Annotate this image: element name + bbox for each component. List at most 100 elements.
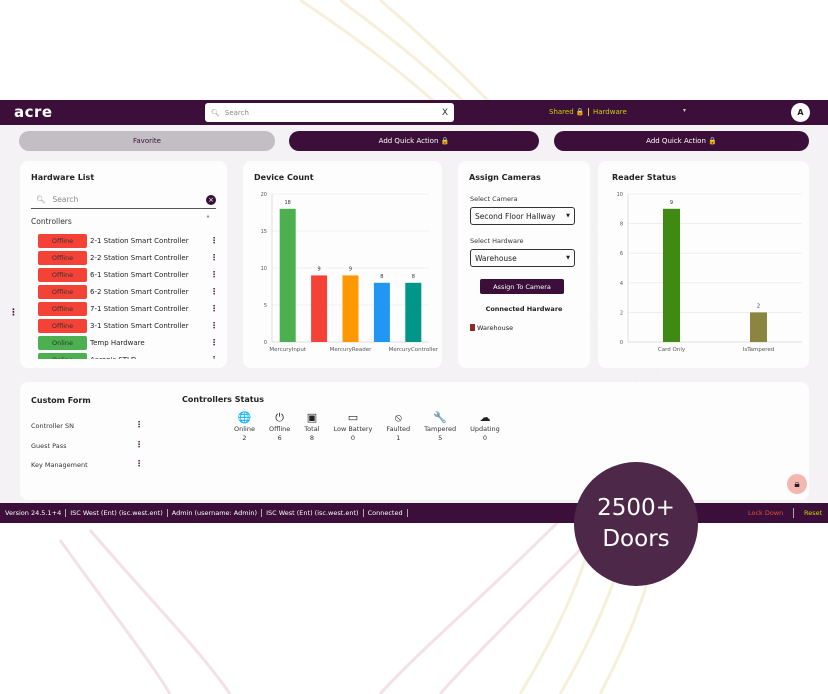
data-label: 9: [318, 266, 321, 272]
y-tick-label: 0: [264, 340, 267, 346]
hardware-list-card: Hardware List 🔍︎ Search × Controllers ˄ …: [20, 161, 227, 368]
status-value: 6: [277, 434, 282, 442]
wrench-icon: 🔧: [433, 411, 447, 424]
custom-form-item[interactable]: Guest Pass: [31, 441, 67, 450]
controllers-status-list: 🌐 Online 2 ⏻ Offline 6 ▣ Total 8 ▭ Low Battery 0 ⦸ Fa…: [234, 411, 500, 442]
hardware-selector[interactable]: Hardware: [588, 108, 627, 116]
search-icon: 🔍︎: [36, 195, 46, 204]
camera-select[interactable]: Second Floor Hallway ▼: [470, 207, 575, 225]
x-tick-label: Card Only: [658, 347, 686, 353]
hardware-search-input[interactable]: 🔍︎ Search ×: [31, 191, 216, 209]
globe-icon: 🌐: [237, 411, 252, 424]
status-value: 2: [242, 434, 247, 442]
footer-item: ISC West (Ent) (isc.west.ent): [70, 509, 168, 517]
more-options-icon[interactable]: ⋮: [210, 321, 218, 330]
hardware-list-item[interactable]: Offline 7-1 Station Smart Controller ⋮: [38, 300, 218, 317]
add-quick-action-button[interactable]: Add Quick Action 🔒: [289, 131, 539, 151]
promo-count: 2500+: [597, 494, 675, 521]
chip-icon: ▣: [306, 411, 318, 424]
search-icon: 🔍︎: [211, 108, 220, 117]
more-options-icon[interactable]: ⋮: [210, 253, 218, 262]
favorite-button[interactable]: Favorite: [19, 131, 275, 151]
promo-badge: 2500+ Doors: [574, 462, 698, 586]
battery-icon: ▭: [347, 411, 359, 424]
add-quick-action-button[interactable]: Add Quick Action 🔒: [554, 131, 809, 151]
chevron-down-icon[interactable]: ▾: [683, 107, 687, 114]
custom-form-item[interactable]: Key Management: [31, 461, 88, 469]
hardware-select[interactable]: Warehouse ▼: [470, 249, 575, 267]
bar: [373, 282, 390, 342]
more-options-icon[interactable]: ⋮: [210, 304, 218, 313]
bar: [342, 275, 359, 342]
y-tick-label: 4: [620, 281, 623, 287]
more-options-icon[interactable]: ⋮: [210, 287, 218, 296]
global-search-input[interactable]: 🔍︎ Search X: [205, 103, 454, 122]
x-tick-label: MercuryInput: [269, 347, 306, 353]
data-label: 9: [670, 200, 673, 206]
hardware-items: Offline 2-1 Station Smart Controller ⋮ Offl…: [38, 232, 218, 359]
y-tick-label: 10: [617, 192, 623, 198]
status-label: Online: [234, 425, 255, 433]
custom-form-title: Custom Form: [31, 396, 91, 405]
more-options-icon[interactable]: ⋮: [135, 420, 143, 429]
more-options-icon[interactable]: ⋮: [135, 459, 143, 468]
hardware-name: 3-1 Station Smart Controller: [90, 321, 189, 330]
clear-search-button[interactable]: X: [441, 107, 448, 118]
hardware-list-item[interactable]: OnlineAaron's STLD ⋮: [38, 351, 218, 359]
door-icon: [470, 324, 475, 331]
hardware-list-item[interactable]: Offline 3-1 Station Smart Controller ⋮: [38, 317, 218, 334]
bar: [750, 312, 767, 342]
controllers-group-label[interactable]: Controllers: [31, 217, 72, 226]
status-low-battery: ▭ Low Battery 0: [333, 411, 372, 442]
footer-item: Version 24.5.1+4: [5, 509, 67, 517]
clear-icon[interactable]: ×: [206, 194, 216, 205]
status-label: Total: [304, 425, 320, 433]
select-camera-label: Select Camera: [470, 195, 518, 203]
hardware-name: 2-2 Station Smart Controller: [90, 253, 189, 262]
lock-icon[interactable]: 🔒︎: [787, 474, 807, 494]
hardware-list-item[interactable]: Offline 2-2 Station Smart Controller ⋮: [38, 249, 218, 266]
status-value: 0: [482, 434, 488, 442]
chevron-up-icon[interactable]: ˄: [206, 215, 210, 224]
hardware-name: 6-1 Station Smart Controller: [90, 270, 189, 279]
card-title: Hardware List: [31, 173, 95, 182]
status-badge: Offline: [38, 250, 87, 265]
status-faulted: ⦸ Faulted 1: [386, 411, 410, 442]
reset-link[interactable]: Reset: [804, 509, 823, 517]
hardware-list-item[interactable]: Offline 6-2 Station Smart Controller ⋮: [38, 283, 218, 300]
status-tampered: 🔧 Tampered 5: [424, 411, 456, 442]
lock-down-link[interactable]: Lock Down: [748, 509, 784, 517]
controllers-status-title: Controllers Status: [182, 395, 264, 404]
promo-label: Doors: [602, 526, 670, 552]
hardware-name: Temp Hardware: [90, 338, 145, 347]
more-options-icon[interactable]: ⋮: [210, 355, 218, 359]
more-options-icon[interactable]: ⋮: [210, 236, 218, 245]
device-count-card: Device Count 0 5 10 15 20 18 MercuryInput 9 9 Mer…: [243, 161, 442, 368]
custom-form-item[interactable]: Controller SN: [31, 422, 75, 430]
footer-items: Version 24.5.1+4 ISC West (Ent) (isc.west…: [5, 509, 412, 517]
status-badge: Online: [38, 335, 87, 350]
app-window: acre 🔍︎ Search X Shared 🔒 Hardware ▾ A F…: [0, 100, 828, 523]
status-badge: Online: [38, 352, 87, 359]
assign-to-camera-button[interactable]: Assign To Camera: [480, 279, 564, 294]
hardware-list-item[interactable]: Online Temp Hardware ⋮: [38, 334, 218, 351]
status-footer: Version 24.5.1+4 ISC West (Ent) (isc.west…: [0, 503, 828, 523]
shared-link[interactable]: Shared 🔒: [549, 108, 585, 116]
side-menu-handle[interactable]: ⋮: [9, 308, 18, 318]
y-tick-label: 2: [620, 310, 623, 316]
footer-item: Admin (username: Admin): [171, 509, 263, 517]
hardware-name: Aaron's STLD: [90, 356, 136, 360]
connected-hardware-item: Warehouse: [470, 324, 513, 332]
hardware-list-item[interactable]: Offline 2-1 Station Smart Controller ⋮: [38, 232, 218, 249]
bottom-card: Custom Form Controller SN ⋮ Guest Pass ⋮ Key…: [20, 382, 809, 500]
data-label: 18: [285, 200, 291, 206]
more-options-icon[interactable]: ⋮: [210, 338, 218, 347]
hardware-list-item[interactable]: Offline 6-1 Station Smart Controller ⋮: [38, 266, 218, 283]
power-icon: ⏻: [275, 411, 284, 424]
avatar[interactable]: A: [791, 103, 810, 122]
y-tick-label: 0: [620, 340, 623, 346]
status-label: Updating: [470, 425, 500, 433]
status-badge: Offline: [38, 267, 87, 282]
more-options-icon[interactable]: ⋮: [135, 439, 143, 449]
more-options-icon[interactable]: ⋮: [210, 270, 218, 279]
